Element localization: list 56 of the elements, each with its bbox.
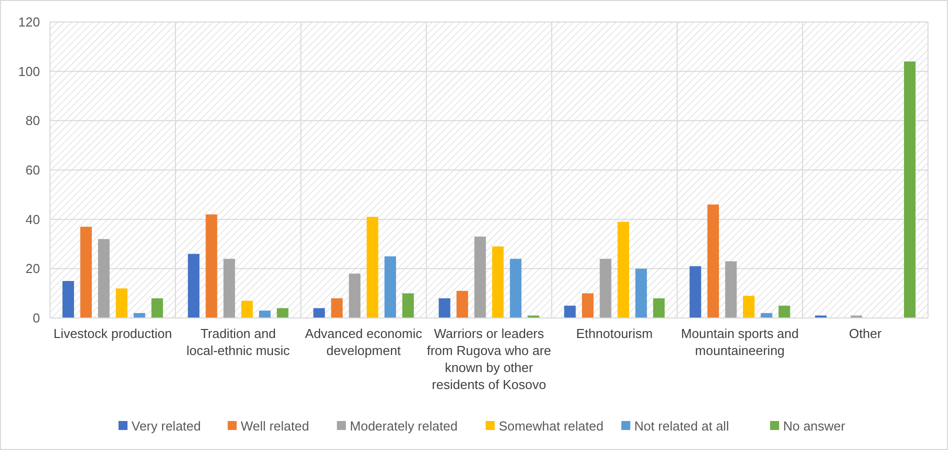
x-tick-label: Mountain sports and mountaineering <box>680 326 799 358</box>
bar <box>600 258 612 318</box>
legend-label: No answer <box>783 418 846 434</box>
legend-label: Very related <box>132 418 201 434</box>
bar <box>402 293 414 318</box>
bar <box>725 261 737 318</box>
bar <box>331 298 343 318</box>
bar <box>366 216 378 318</box>
bar <box>134 313 146 318</box>
y-tick-label: 20 <box>26 261 40 276</box>
bar <box>276 308 288 318</box>
y-tick-label: 80 <box>26 113 40 128</box>
legend-label: Not related at all <box>634 418 730 434</box>
bar <box>760 313 772 318</box>
legend-label: Moderately related <box>350 418 458 434</box>
x-tick-label: Livestock production <box>53 326 172 341</box>
bar <box>80 226 92 318</box>
bar <box>474 236 486 318</box>
bar <box>582 293 594 318</box>
x-tick-label: Advanced economic development <box>305 326 423 358</box>
y-tick-label: 120 <box>18 14 40 30</box>
bar <box>492 246 504 318</box>
x-tick-label: Warriors or leaders from Rugova who are known by other residents of Kosovo <box>426 326 552 392</box>
bar <box>259 310 271 318</box>
y-tick-label: 60 <box>26 162 40 178</box>
legend-label: Somewhat related <box>498 418 604 434</box>
bar <box>653 298 665 318</box>
bar <box>742 296 755 318</box>
x-tick-label: Tradition and local-ethnic music <box>186 326 290 358</box>
bar <box>564 306 576 318</box>
bar <box>904 61 916 318</box>
bar <box>707 204 719 318</box>
bar <box>116 288 128 318</box>
bar <box>206 214 218 318</box>
bar <box>618 222 630 318</box>
bar <box>778 306 790 318</box>
bar <box>151 298 163 318</box>
bar <box>348 274 360 318</box>
bar <box>384 256 396 318</box>
bar <box>313 308 325 318</box>
y-tick-label: 40 <box>26 212 40 227</box>
bar <box>456 290 468 318</box>
bar <box>510 258 522 318</box>
legend-label: Well related <box>240 418 310 434</box>
bar <box>438 298 450 318</box>
x-tick-label: Ethnotourism <box>576 326 653 341</box>
bar <box>635 268 647 318</box>
bar <box>241 300 253 318</box>
bar <box>690 266 702 318</box>
bar <box>223 258 236 318</box>
bar <box>98 239 110 318</box>
x-tick-label: Other <box>849 326 882 341</box>
bar <box>188 254 200 318</box>
y-tick-label: 0 <box>32 310 40 326</box>
bar <box>62 281 74 318</box>
y-tick-label: 100 <box>18 64 40 79</box>
